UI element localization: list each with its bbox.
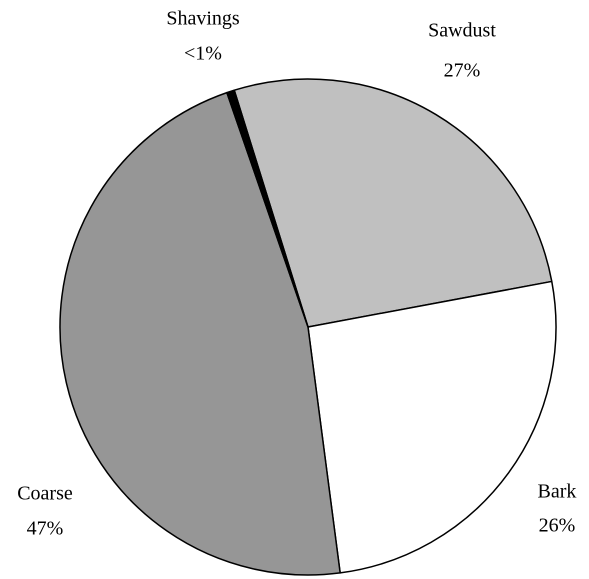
slice-label: Bark [538, 481, 577, 503]
slice-value-label: 26% [539, 515, 576, 537]
pie-slice [59, 91, 341, 576]
slice-value-label: 47% [27, 518, 64, 540]
slice-value-label: 27% [444, 60, 481, 82]
pie-slice [233, 78, 553, 328]
pie-slice [226, 89, 309, 328]
slice-label: Sawdust [428, 20, 496, 42]
slice-label: Coarse [17, 483, 73, 505]
slice-value-label: <1% [184, 43, 222, 65]
slice-label: Shavings [166, 8, 240, 30]
pie-slice [307, 280, 557, 574]
